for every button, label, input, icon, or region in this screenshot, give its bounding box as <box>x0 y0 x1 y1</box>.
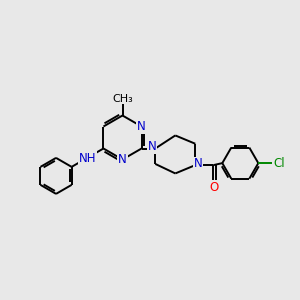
Text: N: N <box>137 120 146 133</box>
Text: N: N <box>148 140 157 153</box>
Text: N: N <box>118 153 127 166</box>
Text: N: N <box>194 158 203 170</box>
Text: O: O <box>209 181 218 194</box>
Text: CH₃: CH₃ <box>112 94 133 103</box>
Text: Cl: Cl <box>273 157 285 169</box>
Text: NH: NH <box>79 152 96 165</box>
